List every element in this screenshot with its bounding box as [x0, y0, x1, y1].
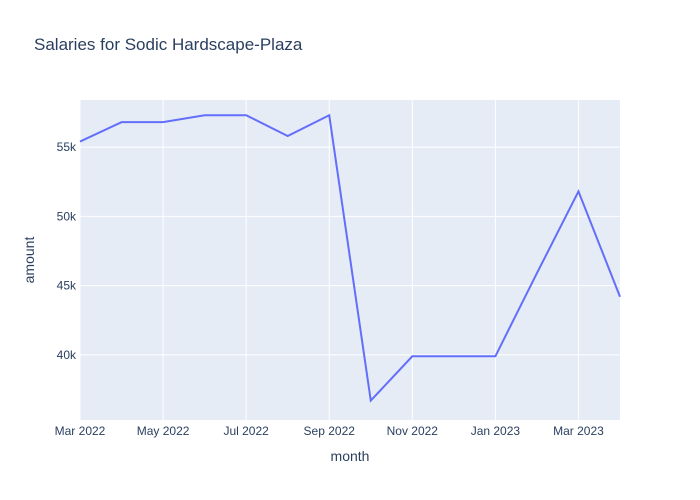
series-points [79, 115, 621, 401]
x-tick-label: Nov 2022 [387, 424, 439, 438]
x-grid-lines [79, 100, 579, 420]
chart-title: Salaries for Sodic Hardscape-Plaza [34, 35, 303, 54]
x-axis-title: month [331, 448, 370, 464]
x-axis-ticks: Mar 2022 May 2022 Jul 2022 Sep 2022 Nov 2022… [55, 424, 604, 438]
x-tick-label: Jul 2022 [223, 424, 269, 438]
y-tick-label: 40k [57, 348, 77, 362]
y-axis-ticks: 40k 45k 50k 55k [57, 140, 77, 362]
x-tick-label: Mar 2022 [55, 424, 106, 438]
x-tick-label: May 2022 [137, 424, 190, 438]
y-tick-label: 45k [57, 279, 77, 293]
x-tick-label: Jan 2023 [471, 424, 521, 438]
salary-line-series [79, 113, 621, 403]
x-tick-label: Mar 2023 [553, 424, 604, 438]
y-tick-label: 55k [57, 140, 77, 154]
x-tick-label: Sep 2022 [304, 424, 356, 438]
y-axis-title: amount [21, 237, 37, 284]
y-tick-label: 50k [57, 209, 77, 223]
